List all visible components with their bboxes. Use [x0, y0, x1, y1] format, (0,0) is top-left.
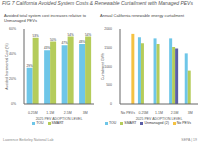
svg-text:2025 PEV ADOPTION LEVEL: 2025 PEV ADOPTION LEVEL [36, 117, 83, 120]
svg-text:1500: 1500 [104, 46, 112, 50]
html-text:SMART: SMART [124, 121, 137, 125]
svg-text:2025 PEV ADOPTION LEVEL: 2025 PEV ADOPTION LEVEL [136, 117, 183, 120]
svg-text:Avoided Incremental Cost (%): Avoided Incremental Cost (%) [8, 43, 9, 89]
svg-text:2.5M: 2.5M [171, 111, 179, 115]
svg-text:1000: 1000 [104, 65, 112, 69]
svg-text:43%: 43% [44, 46, 50, 50]
html-text:FIG 7 California Avoided Syste: FIG 7 California Avoided System Costs & … [2, 0, 193, 6]
svg-text:2.5M: 2.5M [64, 111, 72, 115]
html-text:Unmanaged (2): Unmanaged (2) [144, 121, 169, 125]
svg-text:1.1M: 1.1M [46, 111, 54, 115]
svg-text:2000: 2000 [104, 27, 112, 31]
svg-text:53%: 53% [33, 34, 39, 38]
svg-text:500: 500 [106, 83, 112, 87]
svg-text:3M: 3M [83, 111, 88, 115]
svg-text:No PEVs: No PEVs [121, 111, 135, 115]
html-text:Unmanaged PEVs: Unmanaged PEVs [4, 18, 37, 23]
svg-text:0%: 0% [11, 102, 16, 106]
html-text:TOU: TOU [109, 121, 117, 125]
svg-text:60%: 60% [9, 27, 16, 31]
svg-text:0.25M: 0.25M [139, 111, 149, 115]
svg-text:47%: 47% [62, 41, 68, 45]
svg-text:29%: 29% [27, 64, 33, 68]
svg-text:54%: 54% [68, 33, 74, 37]
svg-text:0.25M: 0.25M [28, 111, 38, 115]
svg-text:48%: 48% [79, 40, 85, 44]
html-text:Lawrence Berkeley National Lab: Lawrence Berkeley National Lab [3, 138, 54, 142]
svg-text:40%: 40% [9, 52, 16, 56]
html-text:SMART: SMART [51, 121, 64, 125]
html-text:SEPA | 19: SEPA | 19 [181, 138, 197, 142]
svg-text:54%: 54% [85, 33, 91, 37]
svg-text:50%: 50% [50, 38, 56, 42]
svg-text:1.1M: 1.1M [155, 111, 163, 115]
html-text:Annual California renewable en: Annual California renewable energy curta… [100, 13, 184, 18]
html-text:Avoided total system cost incr: Avoided total system cost increases rela… [4, 13, 86, 18]
svg-text:Curtailment GWh: Curtailment GWh [101, 53, 105, 80]
svg-text:0: 0 [110, 102, 112, 106]
svg-text:20%: 20% [9, 77, 16, 81]
html-text:TOU: TOU [36, 121, 44, 125]
html-text:No PEVs: No PEVs [176, 121, 191, 125]
svg-text:3M: 3M [188, 111, 192, 115]
